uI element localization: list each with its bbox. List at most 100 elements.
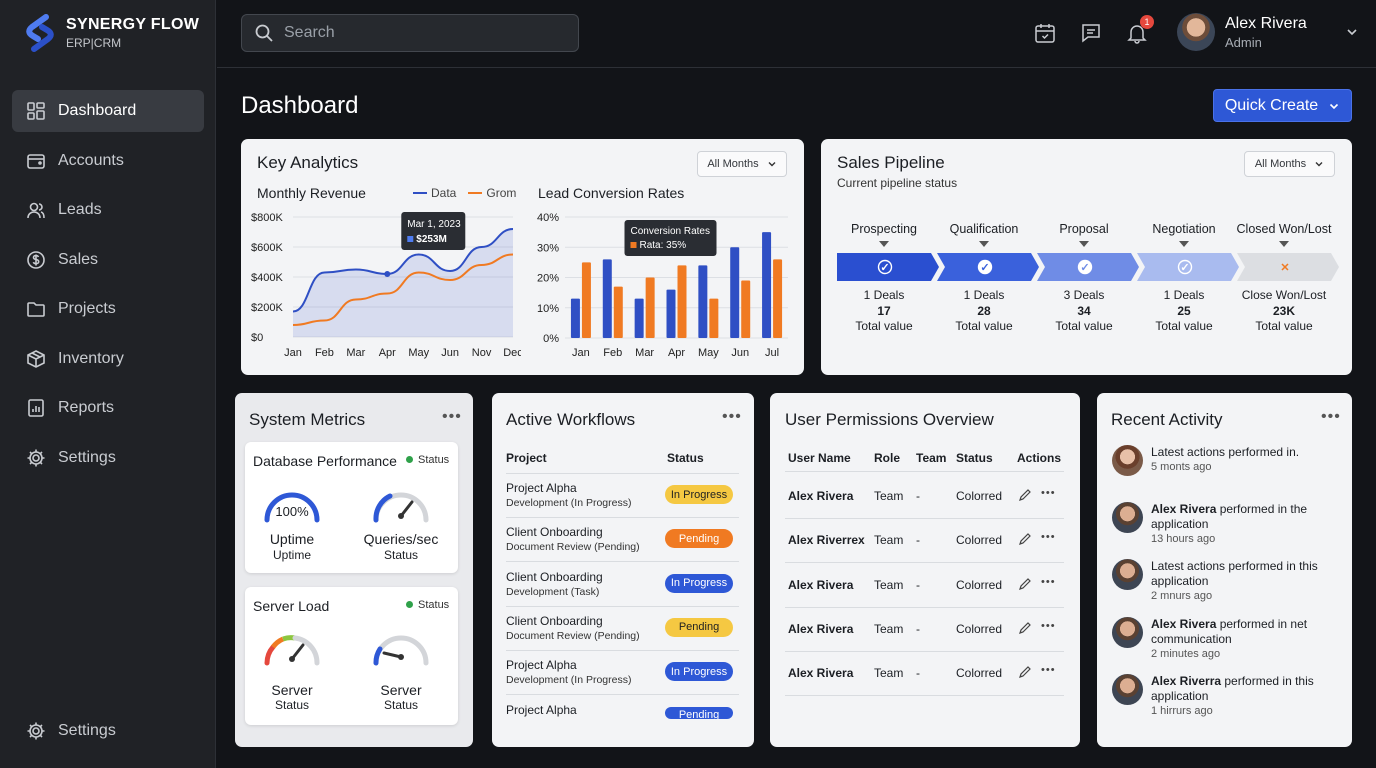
status-pill[interactable]: In Progress	[665, 662, 733, 682]
bar[interactable]	[645, 277, 655, 339]
row-divider	[506, 561, 739, 563]
bar[interactable]	[570, 298, 580, 338]
more-actions-button[interactable]: •••	[1041, 619, 1056, 632]
bar[interactable]	[730, 247, 740, 338]
more-menu-button[interactable]: •••	[442, 408, 462, 425]
check-circle-icon	[877, 259, 893, 275]
stage-value: 34	[1077, 304, 1091, 318]
status-pill[interactable]: Pending	[665, 529, 733, 549]
messages-button[interactable]	[1080, 22, 1102, 44]
edit-icon[interactable]	[1018, 577, 1032, 591]
activity-item[interactable]: Alex Rivera performed in net communicati…	[1112, 616, 1341, 662]
server-gauge-1	[264, 635, 320, 666]
user-team: -	[916, 577, 920, 592]
pipeline-stage-4[interactable]: ✓	[1137, 253, 1241, 281]
bar[interactable]	[698, 265, 708, 338]
workflow-desc: Document Review (Pending)	[506, 541, 640, 554]
user-menu[interactable]: Alex Rivera Admin	[1177, 13, 1359, 51]
bar[interactable]	[762, 232, 772, 338]
pipeline-stage-5[interactable]: ✕	[1237, 253, 1341, 281]
report-icon	[28, 399, 44, 417]
edit-icon[interactable]	[1018, 621, 1032, 635]
pipeline-stage-2[interactable]: ✓	[937, 253, 1041, 281]
activity-time: 13 hours ago	[1151, 533, 1216, 546]
activity-item[interactable]: Latest actions performed in. 5 monts ago	[1112, 445, 1341, 476]
user-role: Team	[874, 533, 904, 548]
bar[interactable]	[581, 262, 591, 338]
more-actions-button[interactable]: •••	[1041, 575, 1056, 588]
user-status: Colorred	[956, 489, 1003, 503]
card-title: Recent Activity	[1111, 410, 1223, 429]
status-pill[interactable]: Pending	[665, 706, 733, 719]
notification-badge: 1	[1140, 15, 1154, 29]
pipeline-filter-dropdown[interactable]: All Months	[1244, 151, 1335, 177]
status-pill[interactable]: In Progress	[665, 573, 733, 593]
user-role: Team	[874, 489, 904, 503]
card-title: Sales Pipeline	[837, 153, 945, 172]
activity-text: Alex Riverra performed in this applicati…	[1151, 674, 1341, 719]
user-status: Colorred	[956, 621, 1003, 636]
x-tick-label: Jan	[572, 347, 590, 359]
y-tick-label: 0%	[543, 333, 559, 345]
stage-value: 17	[877, 304, 891, 318]
more-actions-button[interactable]: •••	[1041, 487, 1056, 499]
nav-item-settings-bottom[interactable]: Settings	[12, 710, 204, 752]
pipeline-stage-name: Negotiation	[1152, 222, 1216, 236]
nav-item-reports[interactable]: Reports	[12, 387, 204, 429]
status-pill[interactable]: Pending	[665, 617, 733, 637]
highlight-point[interactable]	[384, 271, 391, 277]
pipeline-stage-1[interactable]: ✓	[837, 253, 941, 281]
nav-label: Inventory	[58, 349, 124, 367]
y-tick-label: 10%	[537, 303, 559, 315]
bar[interactable]	[613, 286, 623, 338]
search-box	[241, 14, 579, 52]
nav-item-dashboard[interactable]: Dashboard	[12, 90, 204, 132]
x-tick-label: Jul	[765, 347, 779, 359]
bar[interactable]	[773, 259, 783, 338]
bar[interactable]	[677, 265, 687, 338]
nav-item-leads[interactable]: Leads	[12, 189, 204, 231]
quick-create-button[interactable]: Quick Create	[1213, 89, 1352, 122]
edit-icon[interactable]	[1018, 665, 1032, 679]
pipeline-stage-name: Qualification	[949, 222, 1019, 236]
status-pill[interactable]: In Progress	[665, 485, 733, 504]
nav-item-sales[interactable]: Sales	[12, 239, 204, 281]
gauge-sublabel: Status	[383, 548, 419, 562]
edit-icon[interactable]	[1018, 532, 1032, 546]
bar[interactable]	[709, 298, 719, 338]
user-name: Alex Rivera	[788, 621, 854, 636]
notifications-button[interactable]: 1	[1126, 15, 1154, 44]
workflow-desc: Document Review (Pending)	[506, 629, 640, 642]
panel-title: Database Performance	[253, 453, 397, 469]
bar[interactable]	[666, 289, 676, 338]
avatar	[1112, 559, 1143, 591]
search-input[interactable]	[284, 24, 564, 42]
activity-text: Alex Rivera performed in net communicati…	[1151, 617, 1341, 662]
calendar-button[interactable]	[1034, 22, 1056, 44]
more-actions-button[interactable]: •••	[1041, 664, 1056, 677]
activity-item[interactable]: Alex Rivera performed in the application…	[1112, 502, 1341, 547]
month-filter-dropdown[interactable]: All Months	[697, 151, 787, 177]
brand-logo[interactable]: SYNERGY FLOW ERP|CRM	[24, 14, 199, 52]
x-tick-label: Apr	[379, 347, 396, 359]
nav-item-accounts[interactable]: Accounts	[12, 140, 204, 182]
user-role: Team	[874, 621, 904, 636]
activity-item[interactable]: Alex Riverra performed in this applicati…	[1112, 673, 1341, 719]
more-menu-button[interactable]: •••	[722, 408, 742, 425]
gauge-label: Server	[380, 682, 422, 698]
activity-text: Alex Rivera performed in the application…	[1151, 502, 1341, 547]
bar[interactable]	[602, 259, 612, 338]
more-menu-button[interactable]: •••	[1321, 408, 1341, 425]
nav-item-inventory[interactable]: Inventory	[12, 338, 204, 380]
nav-label: Settings	[58, 448, 116, 466]
status-indicator: Status	[406, 599, 449, 611]
edit-icon[interactable]	[1018, 488, 1032, 502]
more-actions-button[interactable]: •••	[1041, 531, 1056, 544]
pipeline-stage-3[interactable]: ✓	[1037, 253, 1141, 281]
tooltip-title: Conversion Rates	[631, 226, 710, 237]
nav-item-projects[interactable]: Projects	[12, 288, 204, 330]
bar[interactable]	[634, 298, 644, 338]
bar[interactable]	[741, 280, 751, 338]
activity-item[interactable]: Latest actions performed in this applica…	[1112, 559, 1341, 604]
nav-item-settings[interactable]: Settings	[12, 437, 204, 479]
